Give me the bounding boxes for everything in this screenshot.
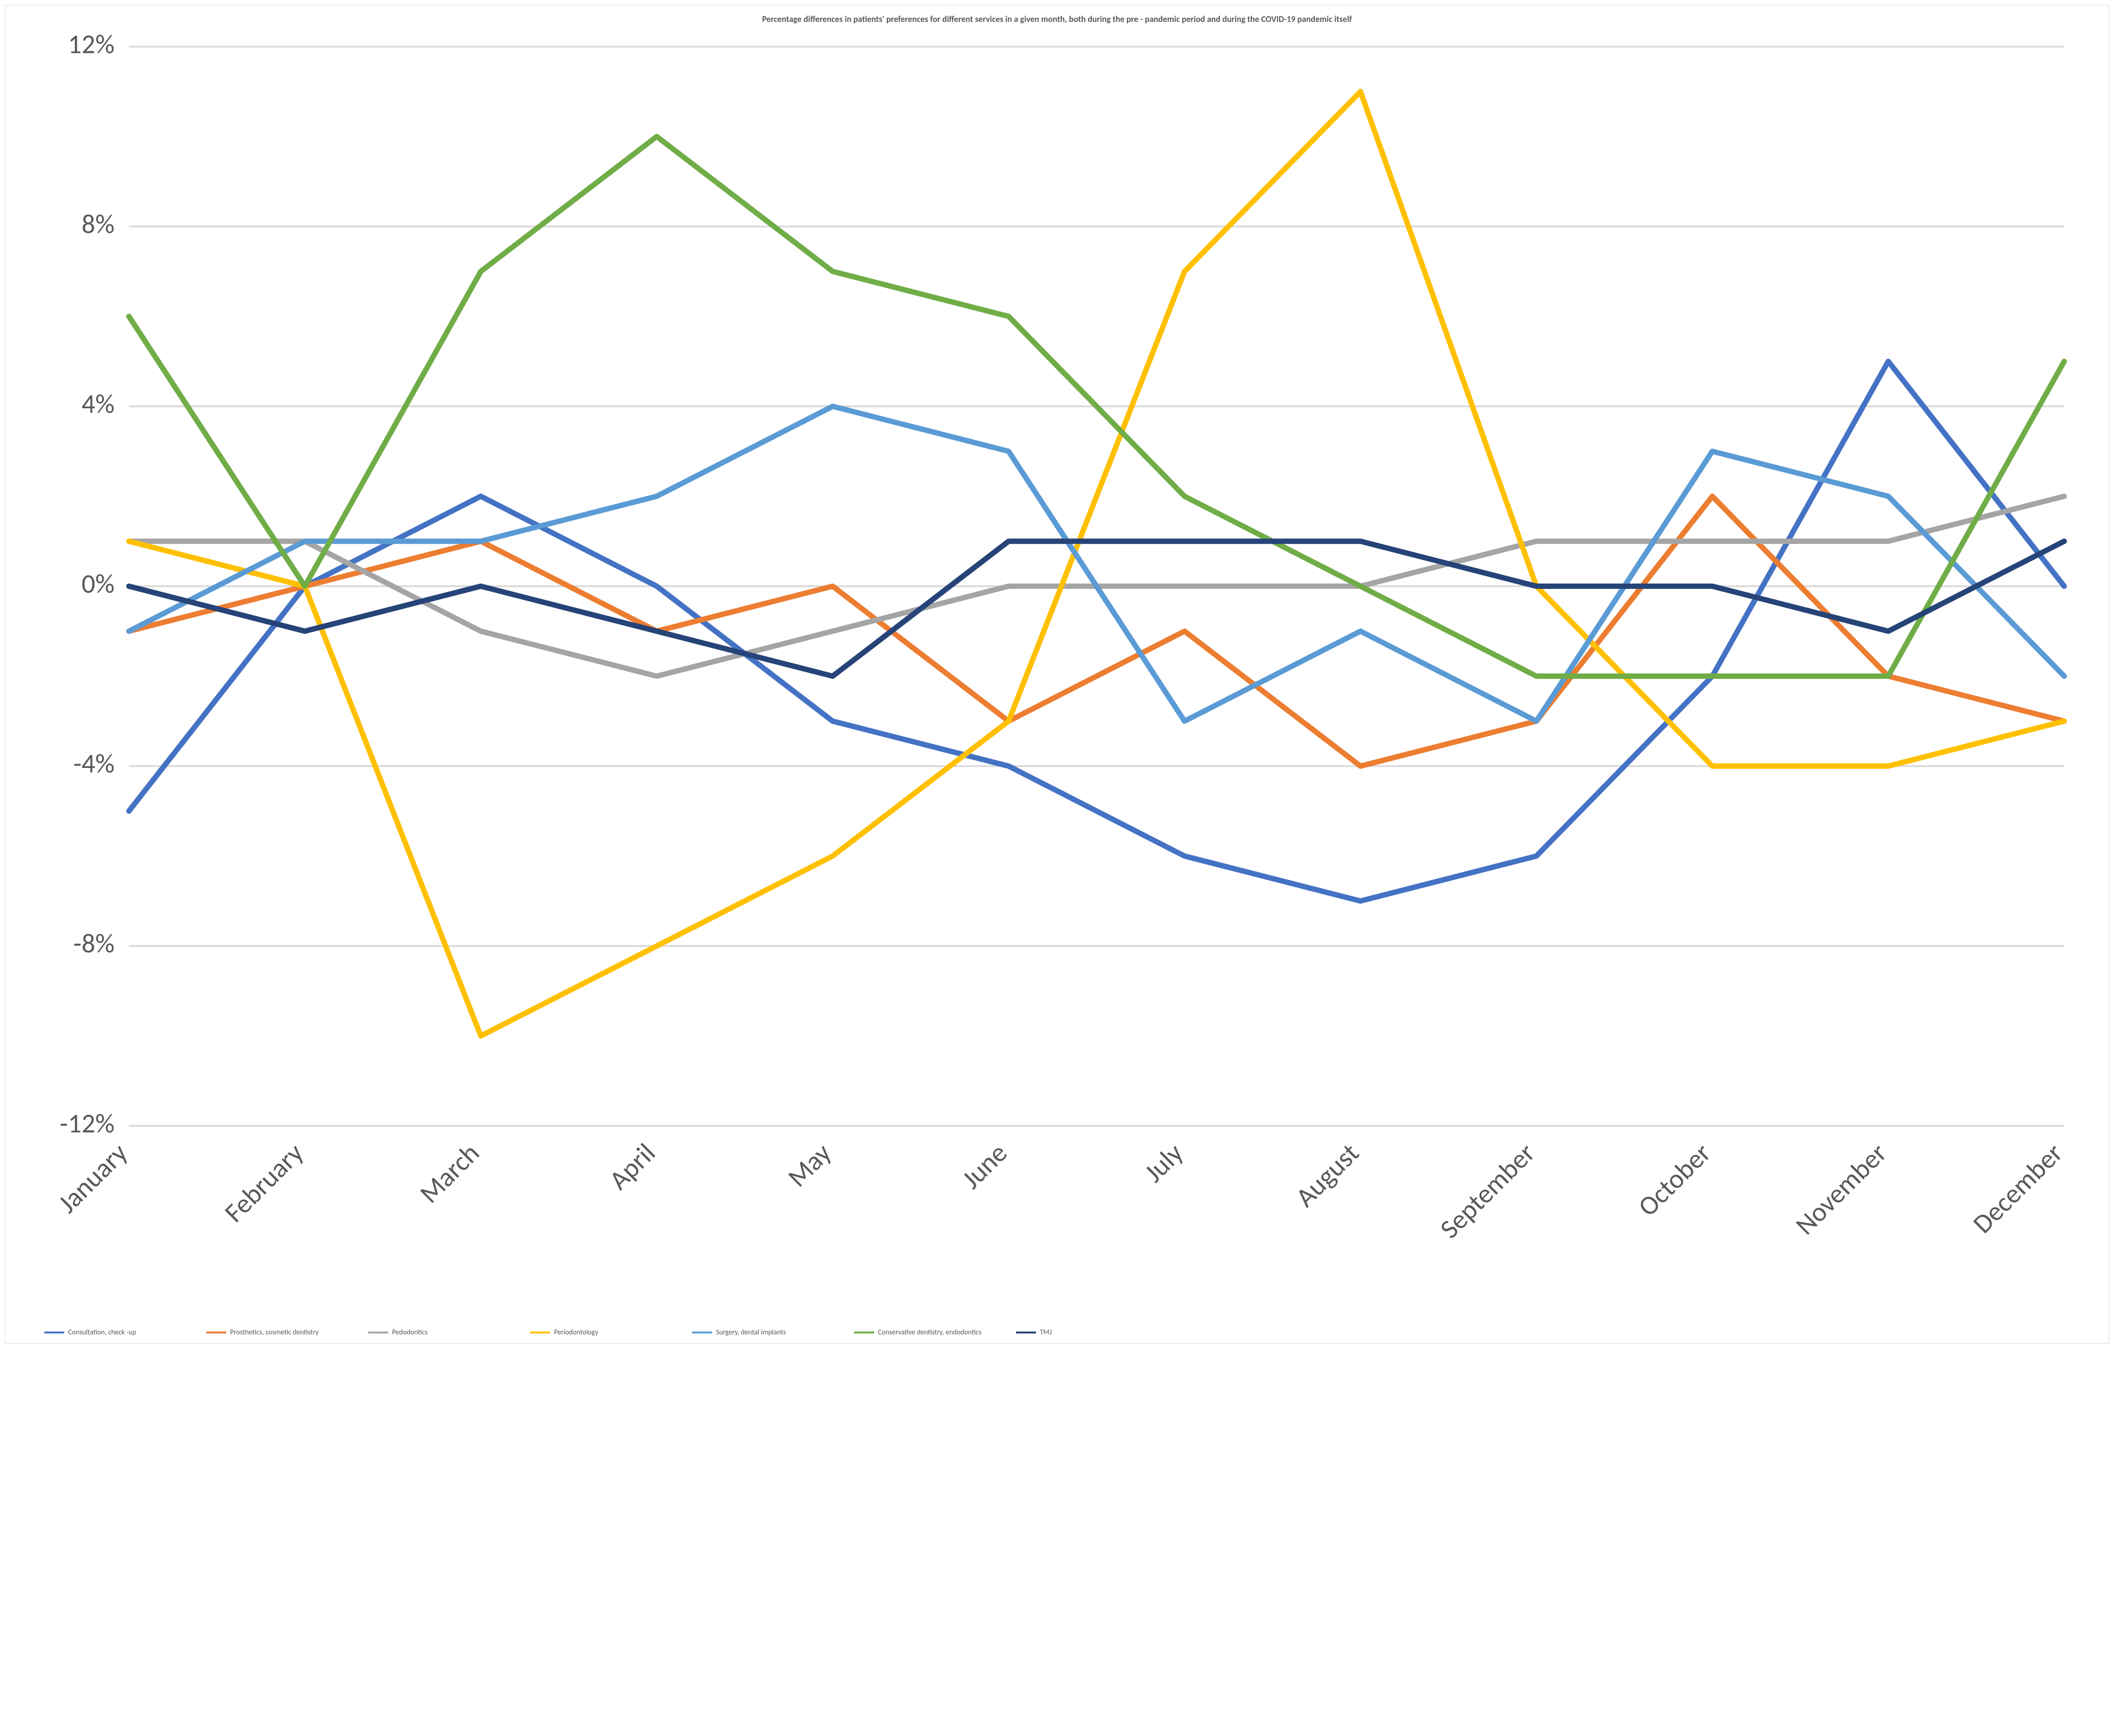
x-tick-label: November bbox=[1789, 1137, 1893, 1241]
legend-item: Conservative dentistry, endodontics bbox=[854, 1328, 997, 1337]
legend-label: Prosthetics, cosmetic dentistry bbox=[230, 1328, 319, 1337]
x-tick-label: July bbox=[1138, 1136, 1190, 1189]
legend-label: Periodontology bbox=[554, 1328, 598, 1337]
x-tick-label: June bbox=[955, 1137, 1014, 1196]
line-chart-svg: -12% -8% -4% 0% 4% 8% 12% January February March A… bbox=[14, 29, 2100, 1324]
y-tick-label: 0% bbox=[81, 567, 114, 600]
legend-swatch bbox=[854, 1332, 874, 1333]
x-tick-label: December bbox=[1966, 1137, 2070, 1240]
legend-label: Conservative dentistry, endodontics bbox=[878, 1328, 982, 1337]
x-tick-label: April bbox=[603, 1137, 662, 1196]
legend-swatch bbox=[530, 1332, 550, 1333]
chart-frame: Percentage differences in patients' pref… bbox=[5, 5, 2109, 1344]
legend-item: Periodontology bbox=[530, 1328, 673, 1337]
legend-item: Consultation, check -up bbox=[44, 1328, 187, 1337]
legend-item: Pedodontics bbox=[368, 1328, 511, 1337]
chart-title: Percentage differences in patients' pref… bbox=[139, 14, 1975, 25]
legend-swatch bbox=[44, 1332, 64, 1333]
x-tick-label: August bbox=[1289, 1137, 1366, 1214]
x-tick-label: September bbox=[1433, 1137, 1542, 1245]
series-line bbox=[129, 496, 2064, 766]
legend-item: Prosthetics, cosmetic dentistry bbox=[206, 1328, 349, 1337]
y-tick-label: 12% bbox=[68, 29, 115, 61]
series-line bbox=[129, 361, 2064, 901]
x-tick-label: January bbox=[51, 1136, 135, 1220]
x-tick-label: October bbox=[1631, 1137, 1718, 1223]
legend-swatch bbox=[368, 1332, 388, 1333]
legend-label: Pedodontics bbox=[392, 1328, 428, 1337]
legend-label: TMJ bbox=[1040, 1328, 1052, 1337]
x-tick-label: February bbox=[218, 1136, 310, 1229]
y-tick-label: 8% bbox=[81, 207, 114, 240]
y-tick-label: 4% bbox=[81, 387, 114, 420]
legend-label: Surgery, dental implants bbox=[716, 1328, 786, 1337]
x-tick-label: March bbox=[413, 1137, 486, 1210]
legend-swatch bbox=[692, 1332, 712, 1333]
legend-swatch bbox=[206, 1332, 226, 1333]
plot-area: -12% -8% -4% 0% 4% 8% 12% January February March A… bbox=[14, 29, 2100, 1324]
x-tick-label: May bbox=[781, 1136, 838, 1193]
legend-item: TMJ bbox=[1016, 1328, 1159, 1337]
legend-item: Surgery, dental implants bbox=[692, 1328, 835, 1337]
y-tick-label: -8% bbox=[73, 927, 115, 960]
y-tick-label: -4% bbox=[73, 747, 115, 780]
legend: Consultation, check -up Prosthetics, cosm… bbox=[14, 1323, 2100, 1339]
legend-label: Consultation, check -up bbox=[68, 1328, 136, 1337]
y-tick-label: -12% bbox=[60, 1107, 114, 1140]
legend-swatch bbox=[1016, 1332, 1036, 1333]
